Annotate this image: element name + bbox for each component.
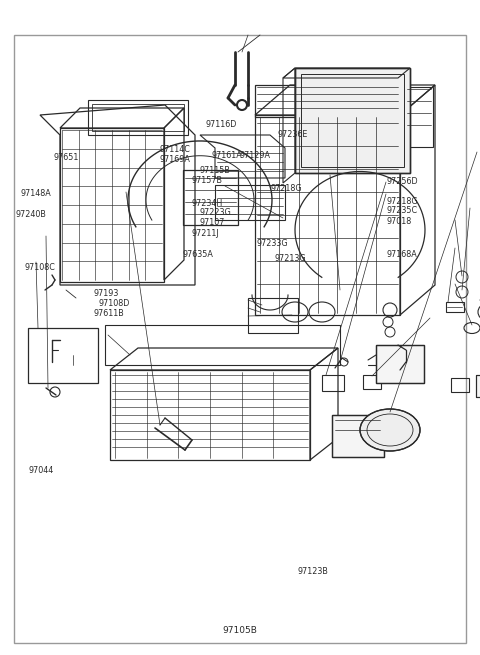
Text: 97157B: 97157B <box>192 176 223 185</box>
Bar <box>322 375 344 391</box>
Text: 97211J: 97211J <box>191 229 219 238</box>
Bar <box>92 104 184 131</box>
Bar <box>295 68 410 173</box>
Bar <box>376 345 424 383</box>
Text: 97107: 97107 <box>199 218 225 227</box>
Bar <box>363 375 381 389</box>
Bar <box>295 68 410 173</box>
Bar <box>476 375 480 397</box>
Bar <box>301 74 404 167</box>
Text: 97123B: 97123B <box>298 567 328 576</box>
Text: 97044: 97044 <box>29 466 54 475</box>
Text: 97116D: 97116D <box>205 120 237 129</box>
Bar <box>476 375 480 397</box>
Bar <box>255 85 400 117</box>
Text: 97105B: 97105B <box>223 626 257 635</box>
Text: 97213G: 97213G <box>275 254 306 263</box>
Text: 97018: 97018 <box>386 217 412 226</box>
Text: 97169A: 97169A <box>159 155 190 164</box>
Text: 97236E: 97236E <box>277 130 308 139</box>
Text: 97218G: 97218G <box>270 184 302 193</box>
Text: 97193: 97193 <box>94 289 119 298</box>
Text: 97223G: 97223G <box>199 208 231 217</box>
Bar <box>255 115 400 315</box>
Text: 97148A: 97148A <box>20 189 51 198</box>
Text: 97114C: 97114C <box>159 145 190 154</box>
Bar <box>405 87 433 147</box>
Bar <box>451 378 469 392</box>
Bar <box>248 298 298 333</box>
Text: 97161A: 97161A <box>211 151 242 160</box>
Text: 97233G: 97233G <box>257 239 288 248</box>
Text: 97115B: 97115B <box>199 166 230 175</box>
Text: 97129A: 97129A <box>240 151 271 160</box>
Text: 97234H: 97234H <box>191 198 222 208</box>
Bar <box>446 302 464 312</box>
Bar <box>183 170 238 225</box>
Text: 97108D: 97108D <box>98 299 130 308</box>
Bar <box>60 128 164 282</box>
Text: 97168A: 97168A <box>386 250 417 259</box>
Text: 97108C: 97108C <box>25 263 56 272</box>
Bar <box>332 415 384 457</box>
Text: 97651: 97651 <box>54 153 79 162</box>
Bar <box>105 325 340 365</box>
Text: 97218G: 97218G <box>386 196 418 206</box>
Text: 97611B: 97611B <box>94 309 124 318</box>
Bar <box>88 100 188 135</box>
Ellipse shape <box>360 409 420 451</box>
Bar <box>28 328 98 383</box>
Bar <box>376 345 424 383</box>
Bar <box>110 370 310 460</box>
Bar <box>332 415 384 457</box>
Text: 97256D: 97256D <box>386 177 418 186</box>
Text: 97240B: 97240B <box>15 210 46 219</box>
Text: 97235C: 97235C <box>386 206 418 215</box>
Text: 97635A: 97635A <box>182 250 213 259</box>
